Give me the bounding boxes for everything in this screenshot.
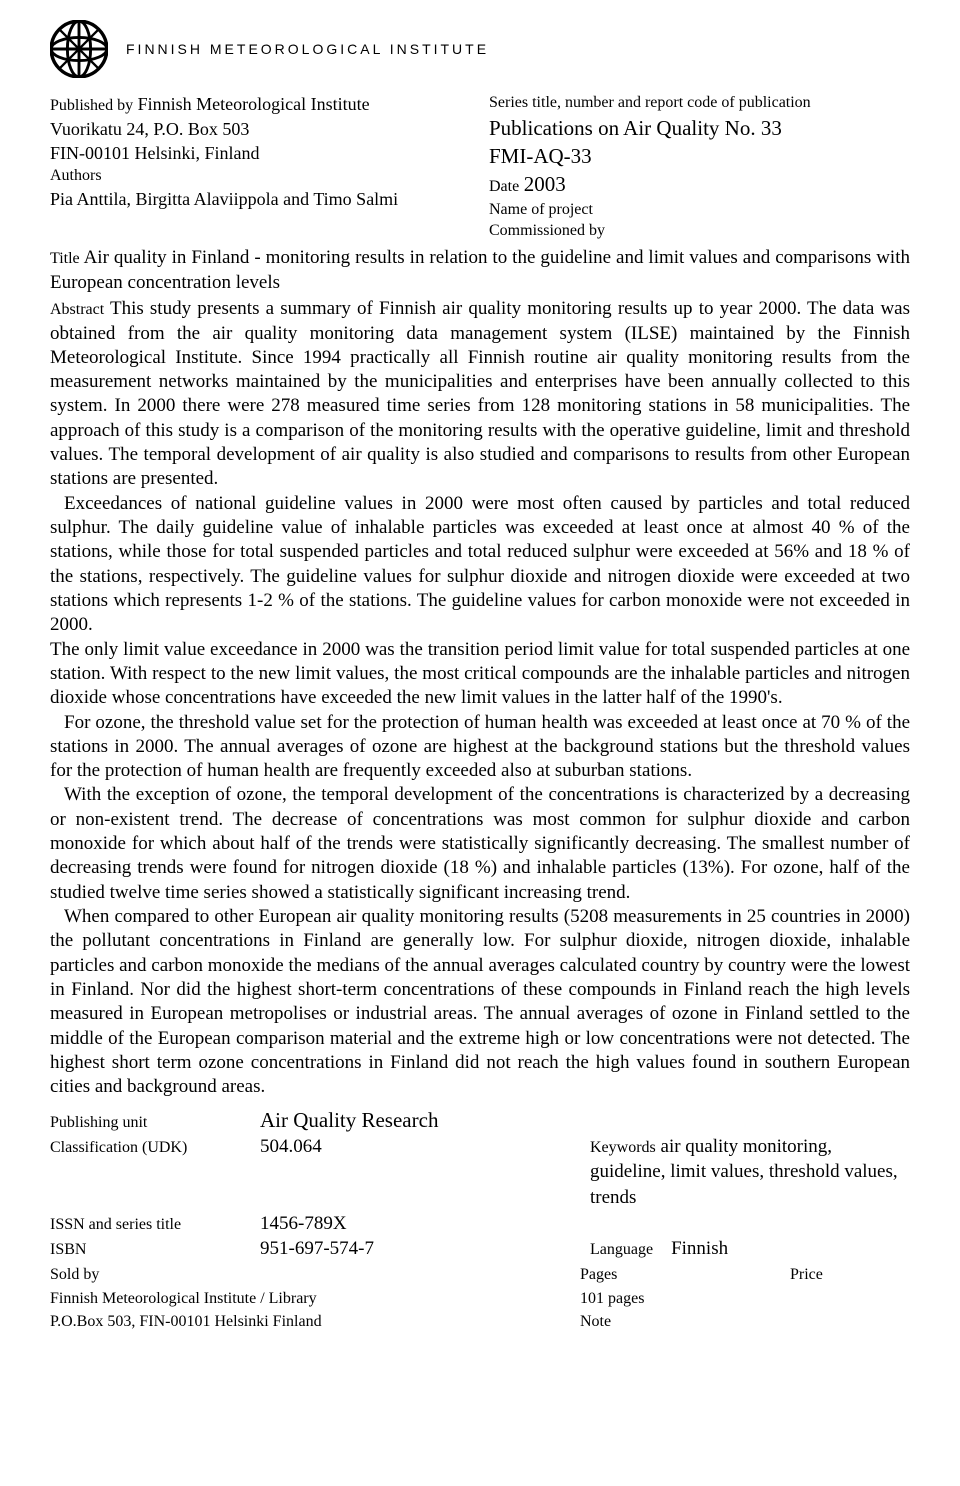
pages-label: Pages [580, 1264, 780, 1286]
price-label: Price [790, 1264, 910, 1286]
published-by-label: Published by [50, 97, 133, 114]
isbn-label: ISBN [50, 1239, 250, 1261]
sold-by-value-2: P.O.Box 503, FIN-00101 Helsinki Finland [50, 1311, 570, 1333]
keywords-label: Keywords [590, 1139, 656, 1156]
abstract-para-2: The only limit value exceedance in 2000 … [50, 638, 910, 711]
abstract-block: Abstract This study presents a summary o… [50, 297, 910, 1099]
sold-by-label: Sold by [50, 1264, 570, 1286]
classification-value: 504.064 [260, 1134, 580, 1160]
date-value: 2003 [524, 172, 566, 196]
issn-value: 1456-789X [260, 1211, 910, 1237]
code-value: FMI-AQ-33 [489, 142, 910, 170]
header: FINNISH METEOROLOGICAL INSTITUTE [50, 20, 910, 78]
org-name: FINNISH METEOROLOGICAL INSTITUTE [126, 41, 489, 57]
note-label: Note [580, 1311, 780, 1333]
sold-by-value-1: Finnish Meteorological Institute / Libra… [50, 1288, 570, 1310]
title-block: Title Air quality in Finland - monitorin… [50, 246, 910, 295]
document-page: FINNISH METEOROLOGICAL INSTITUTE Publish… [0, 0, 960, 1363]
address-line-2: FIN-00101 Helsinki, Finland [50, 141, 471, 165]
address-line-1: Vuorikatu 24, P.O. Box 503 [50, 117, 471, 141]
authors-value: Pia Anttila, Birgitta Alaviippola and Ti… [50, 187, 471, 211]
title-value: Air quality in Finland - monitoring resu… [50, 247, 910, 293]
title-label: Title [50, 250, 80, 267]
project-label: Name of project [489, 199, 910, 221]
publishing-unit-value: Air Quality Research [260, 1106, 910, 1134]
commissioned-label: Commissioned by [489, 220, 910, 242]
abstract-para-3: For ozone, the threshold value set for t… [50, 711, 910, 784]
isbn-value: 951-697-574-7 [260, 1236, 580, 1262]
publishing-unit-label: Publishing unit [50, 1112, 250, 1134]
series-value: Publications on Air Quality No. 33 [489, 114, 910, 142]
published-by-value: Finnish Meteorological Institute [138, 94, 370, 114]
metadata: Published by Finnish Meteorological Inst… [50, 92, 910, 242]
abstract-para-5: When compared to other European air qual… [50, 905, 910, 1100]
fmi-logo-icon [50, 20, 108, 78]
abstract-label: Abstract [50, 301, 104, 318]
footer-metadata: Publishing unit Air Quality Research Cla… [50, 1106, 910, 1333]
abstract-para-0: This study presents a summary of Finnish… [50, 298, 910, 489]
pages-value: 101 pages [580, 1288, 780, 1310]
language-value: Finnish [671, 1238, 728, 1259]
abstract-para-4: With the exception of ozone, the tempora… [50, 783, 910, 905]
series-label: Series title, number and report code of … [489, 92, 910, 114]
issn-label: ISSN and series title [50, 1214, 250, 1236]
date-label: Date [489, 178, 519, 195]
abstract-para-1: Exceedances of national guideline values… [50, 492, 910, 638]
classification-label: Classification (UDK) [50, 1137, 250, 1159]
authors-label: Authors [50, 165, 471, 187]
language-label: Language [590, 1241, 653, 1258]
